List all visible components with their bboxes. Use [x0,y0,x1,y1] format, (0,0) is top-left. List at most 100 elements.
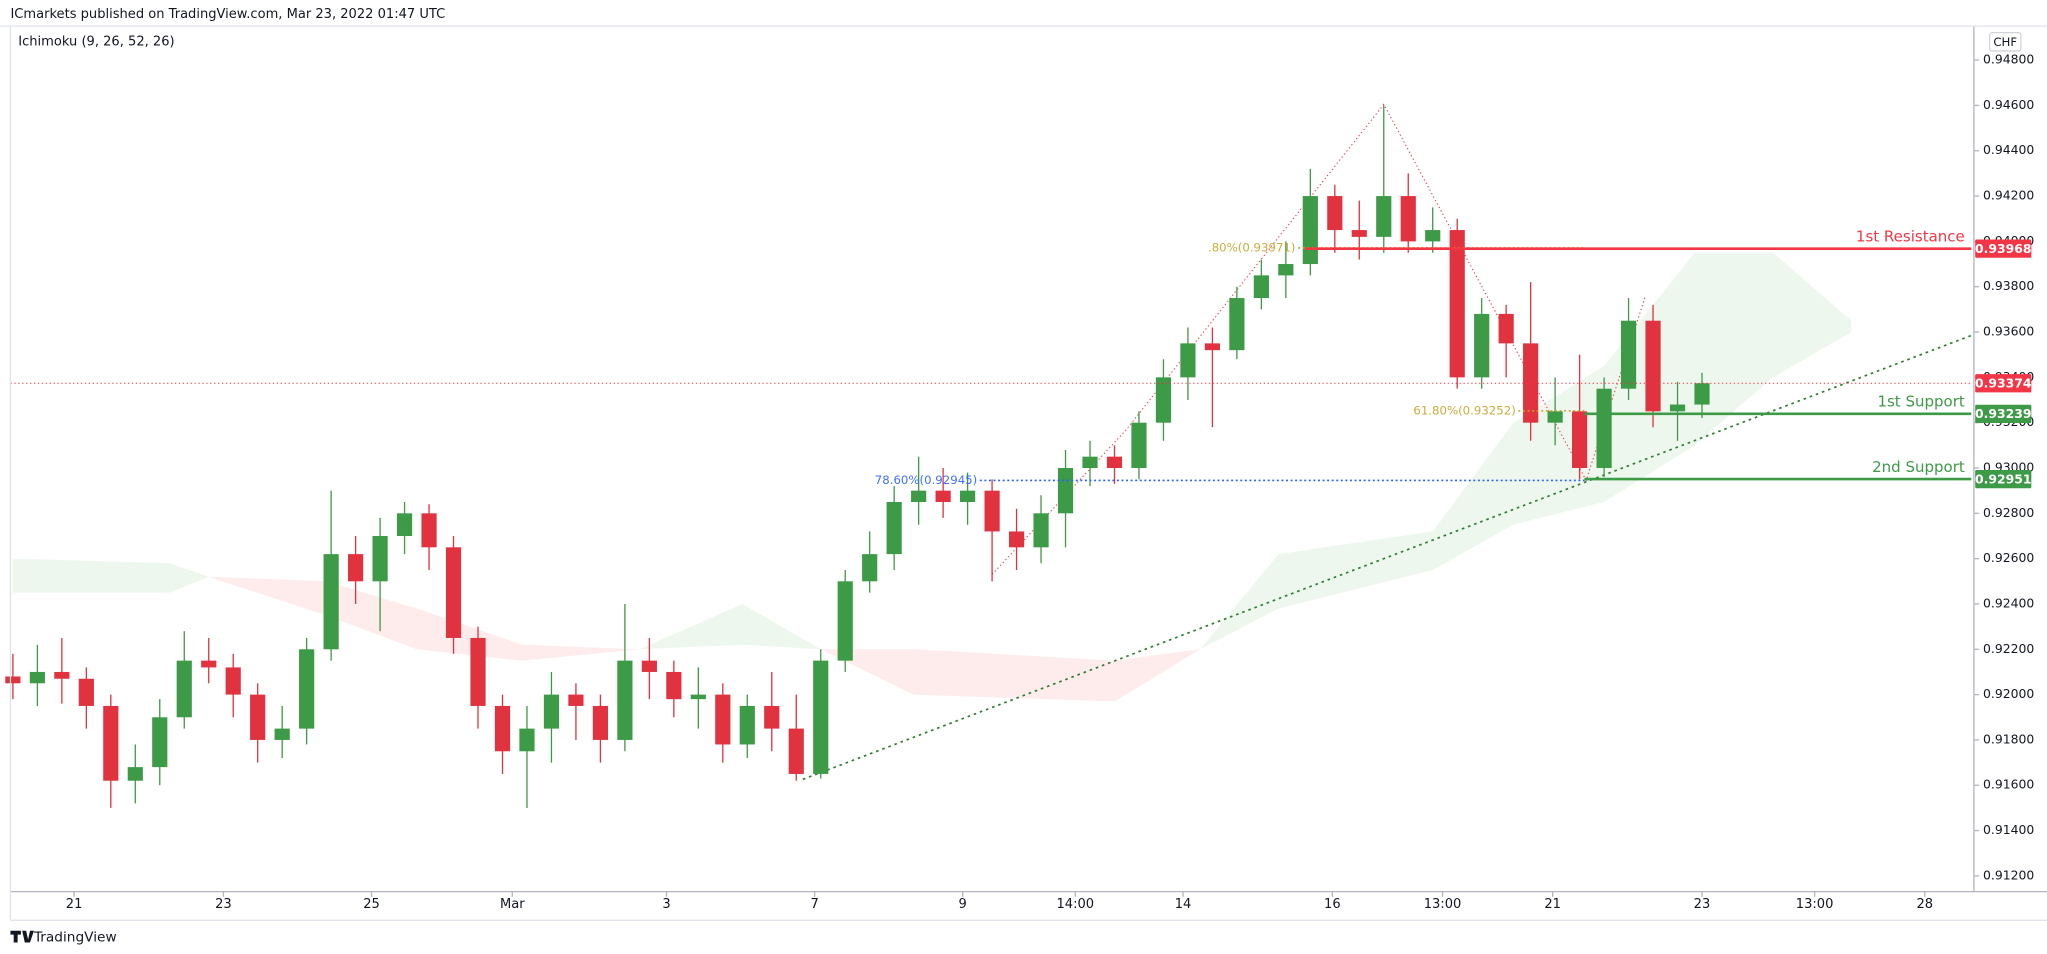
candle-body [1131,422,1147,469]
level-price-box [1975,404,2032,423]
level-price-box [1975,239,2032,258]
level-price-label: 0.93239 [1975,406,2031,421]
candle-body [1082,456,1098,469]
candle-body [764,705,780,729]
x-tick-label: 23 [215,897,232,912]
cloud-segment [1513,366,1605,525]
candle-body [935,490,951,502]
cloud-segment [742,603,821,650]
brand-label: TradingView [33,929,117,945]
candle-body [348,554,364,582]
candle-body [641,660,657,672]
candle-body [1425,230,1441,242]
x-tick-label: 28 [1916,897,1933,912]
cloud-segment [416,608,523,661]
cloud-segment [639,603,743,650]
candle-body [690,694,706,700]
candle-body [543,694,560,729]
x-tick-label: 21 [1544,897,1561,912]
cloud-segment [208,576,327,616]
x-tick-label: Mar [500,897,525,912]
swing-lines [1124,103,1646,482]
candle-body [299,649,315,729]
level-name: 1st Support [1877,393,1964,411]
candle-body [1596,388,1612,469]
candle-body [1033,513,1049,548]
candle-body [421,513,437,548]
candle-body [911,490,927,502]
cloud-segment [1200,554,1279,650]
candle-body [1572,411,1588,469]
y-tick-label: 0.91600 [1983,777,2034,792]
cloud-segment [522,644,640,661]
candle-body [1229,298,1245,351]
candle-body [250,694,266,740]
cloud-segment [169,563,209,593]
cloud-segment [913,649,1115,702]
candle-body [862,554,878,582]
candle-body [323,554,339,650]
x-tick-label: 21 [66,897,83,912]
y-tick-label: 0.91200 [1983,867,2034,882]
candle-body [1547,411,1563,423]
y-tick-label: 0.93800 [1983,278,2034,293]
candle-body [176,660,192,718]
candle-body [274,728,290,740]
candle-body [396,513,413,536]
candle-body [1008,531,1025,548]
candle-body [788,728,804,774]
level-price-label: 0.93968 [1975,241,2031,256]
candle-body [1620,320,1637,389]
y-tick-label: 0.94800 [1983,52,2034,67]
candle-body [1694,383,1710,405]
y-tick-label: 0.94400 [1983,142,2034,157]
y-tick-label: 0.94600 [1983,97,2034,112]
y-tick-label: 0.92200 [1983,641,2034,656]
currency-label: CHF [1993,35,2017,49]
y-tick-label: 0.92400 [1983,595,2034,610]
cloud-segment [1432,422,1514,570]
candle-body [519,728,535,752]
axes: 0.91200 0.91400 0.91600 0.91800 0.92000 0.922… [66,52,2035,913]
candle-body [54,671,70,679]
candle-body [29,671,45,684]
candle-body [127,767,143,781]
candle-body [984,490,1000,532]
levels: 78.60%(0.92945) 61.80%(0.93252) .80%(0.939… [10,227,1972,487]
candle-body [813,660,829,774]
x-tick-label: 3 [662,897,670,912]
candle-body [470,637,486,706]
brand-logo [10,930,34,943]
y-tick-label: 0.91800 [1983,731,2034,746]
level-name: 2nd Support [1872,458,1965,476]
candle-body [1155,377,1172,423]
level-price-box [1975,469,2032,489]
cloud-segment [1772,252,1852,378]
y-tick-label: 0.92000 [1983,686,2034,701]
ichimoku-cloud [12,252,1852,702]
candle-body [152,717,168,768]
candle-body [960,490,976,502]
y-tick-label: 0.92600 [1983,550,2034,565]
indicator-label: Ichimoku (9, 26, 52, 26) [18,34,174,49]
candle-body [1498,313,1514,344]
fib-label: .80%(0.93971) [1208,240,1296,254]
cloud-segment [326,581,417,650]
x-tick-label: 13:00 [1796,897,1834,912]
candle-body [445,547,462,638]
y-tick-label: 0.92800 [1983,505,2034,520]
x-tick-label: 25 [363,897,380,912]
candle-body [1278,264,1294,276]
candle-body [1106,456,1123,469]
candle-body [1474,313,1490,378]
cloud-segment [12,558,170,593]
current-price-box [1975,374,2032,393]
candle-body [1376,196,1392,237]
cloud-segment [1114,649,1201,702]
candle-body [78,678,94,706]
candle-body [1327,196,1343,231]
cloud-segment [1694,252,1773,446]
candle-body [225,667,241,695]
